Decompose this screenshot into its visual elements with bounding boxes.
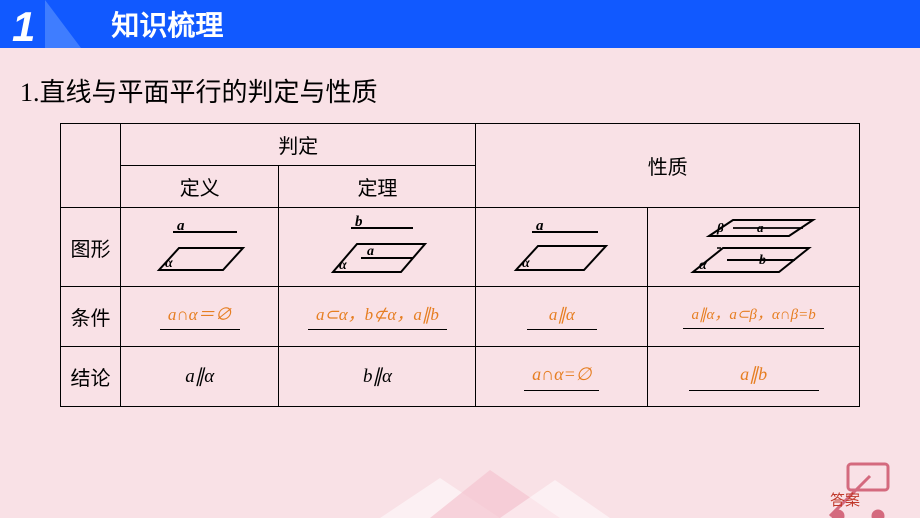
col-dingyi: 定义 xyxy=(121,166,279,208)
figure-3: a α xyxy=(502,216,622,278)
row-fig-label: 图形 xyxy=(61,208,121,287)
cond-3-text: a∥α xyxy=(527,303,597,330)
svg-text:α: α xyxy=(165,256,173,271)
svg-text:α: α xyxy=(699,258,707,273)
figure-2: b a α xyxy=(317,214,437,280)
res-1: a∥α xyxy=(121,347,279,407)
content-table: 判定 性质 定义 定理 图形 a α b a α xyxy=(60,123,860,407)
cond-3: a∥α xyxy=(476,287,648,347)
fig-cell-3: a α xyxy=(476,208,648,287)
res-2: b∥α xyxy=(279,347,476,407)
figure-1: a α xyxy=(145,216,255,278)
cond-2-text: a⊂α，b⊄α，a∥b xyxy=(308,303,447,330)
row-results: 结论 a∥α b∥α a∩α=∅ a∥b xyxy=(61,347,860,407)
res-2-text: b∥α xyxy=(363,366,392,387)
header-number: 1 xyxy=(0,6,45,48)
cond-2: a⊂α，b⊄α，a∥b xyxy=(279,287,476,347)
header-bar: 1 知识梳理 xyxy=(0,0,920,48)
fig-cell-2: b a α xyxy=(279,208,476,287)
row-conditions: 条件 a∩α＝∅ a⊂α，b⊄α，a∥b a∥α a∥α，a⊂β，α∩β=b xyxy=(61,287,860,347)
table-header-row-1: 判定 性质 xyxy=(61,124,860,166)
svg-text:α: α xyxy=(339,258,347,273)
fig-cell-1: a α xyxy=(121,208,279,287)
svg-text:a: a xyxy=(367,244,374,259)
res-1-text: a∥α xyxy=(185,366,214,387)
corner-cell xyxy=(61,124,121,208)
footer-decoration xyxy=(0,458,920,518)
header-title: 知识梳理 xyxy=(111,4,223,44)
col-dingli: 定理 xyxy=(279,166,476,208)
col-xingzhi: 性质 xyxy=(476,124,860,208)
row-res-label: 结论 xyxy=(61,347,121,407)
res-3-text: a∩α=∅ xyxy=(524,362,599,390)
row-figures: 图形 a α b a α a α xyxy=(61,208,860,287)
cond-1: a∩α＝∅ xyxy=(121,287,279,347)
res-3: a∩α=∅ xyxy=(476,347,648,407)
cond-1-text: a∩α＝∅ xyxy=(160,303,240,330)
col-panding: 判定 xyxy=(121,124,476,166)
header-num-wrap: 1 xyxy=(0,0,81,48)
svg-text:α: α xyxy=(522,256,530,271)
cond-4: a∥α，a⊂β，α∩β=b xyxy=(648,287,860,347)
header-triangle xyxy=(45,0,81,48)
figure-4: β a b α xyxy=(679,214,829,280)
res-4-text: a∥b xyxy=(689,362,819,390)
res-4: a∥b xyxy=(648,347,860,407)
answer-label[interactable]: 答案 xyxy=(830,489,860,510)
section-subtitle: 1.直线与平面平行的判定与性质 xyxy=(20,72,920,109)
svg-text:β: β xyxy=(716,220,724,235)
row-cond-label: 条件 xyxy=(61,287,121,347)
cond-4-text: a∥α，a⊂β，α∩β=b xyxy=(683,305,823,329)
fig-cell-4: β a b α xyxy=(648,208,860,287)
